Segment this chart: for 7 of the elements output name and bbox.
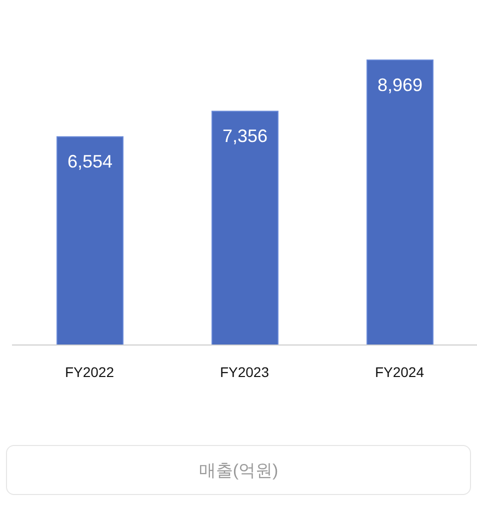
x-tick-label: FY2022 [64,364,114,380]
x-tick-label: FY2023 [220,364,270,380]
data-label: 6,554 [67,152,113,172]
data-label: 7,356 [222,126,268,146]
data-label: 8,969 [377,74,423,95]
x-tick-label: FY2024 [374,364,424,380]
text: 매출(억원) [6,445,471,495]
